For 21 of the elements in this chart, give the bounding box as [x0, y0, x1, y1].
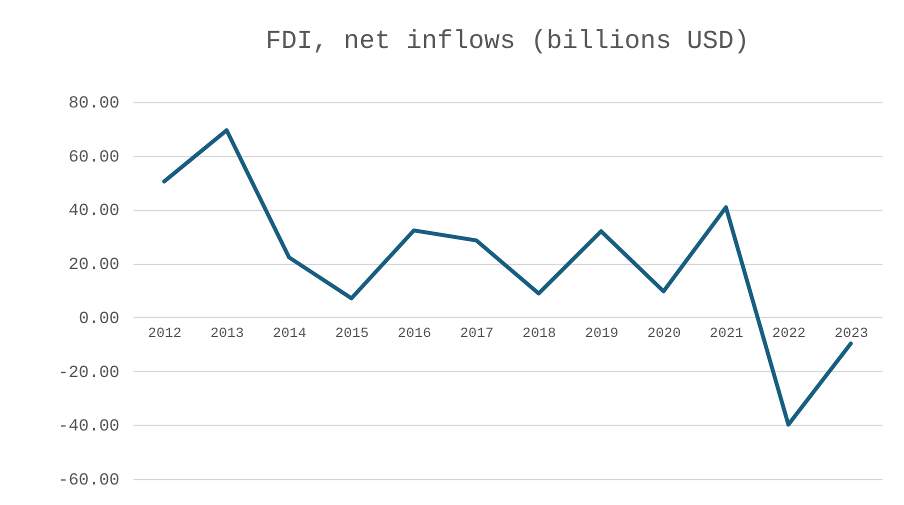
y-tick-label: -20.00 [58, 364, 120, 383]
y-tick-label: -60.00 [58, 472, 120, 490]
x-tick-label: 2015 [335, 326, 369, 342]
x-tick-label: 2019 [584, 326, 618, 342]
y-tick-label: 80.00 [68, 94, 120, 114]
x-tick-label: 2021 [710, 326, 744, 342]
x-tick-label: 2017 [460, 326, 494, 342]
y-tick-label: -40.00 [58, 418, 120, 437]
x-tick-label: 2022 [772, 326, 806, 342]
x-tick-label: 2013 [210, 326, 244, 342]
y-tick-label: 20.00 [68, 256, 120, 276]
y-tick-label: 0.00 [78, 310, 120, 329]
x-tick-label: 2012 [148, 326, 182, 342]
x-tick-label: 2016 [398, 326, 432, 342]
x-tick-label: 2023 [834, 326, 868, 342]
y-tick-label: 40.00 [68, 202, 120, 222]
chart-title: FDI, net inflows (billions USD) [266, 26, 750, 56]
x-tick-label: 2018 [522, 326, 556, 342]
y-tick-label: 60.00 [68, 148, 120, 168]
x-tick-label: 2014 [272, 326, 306, 342]
x-tick-label: 2020 [647, 326, 681, 342]
